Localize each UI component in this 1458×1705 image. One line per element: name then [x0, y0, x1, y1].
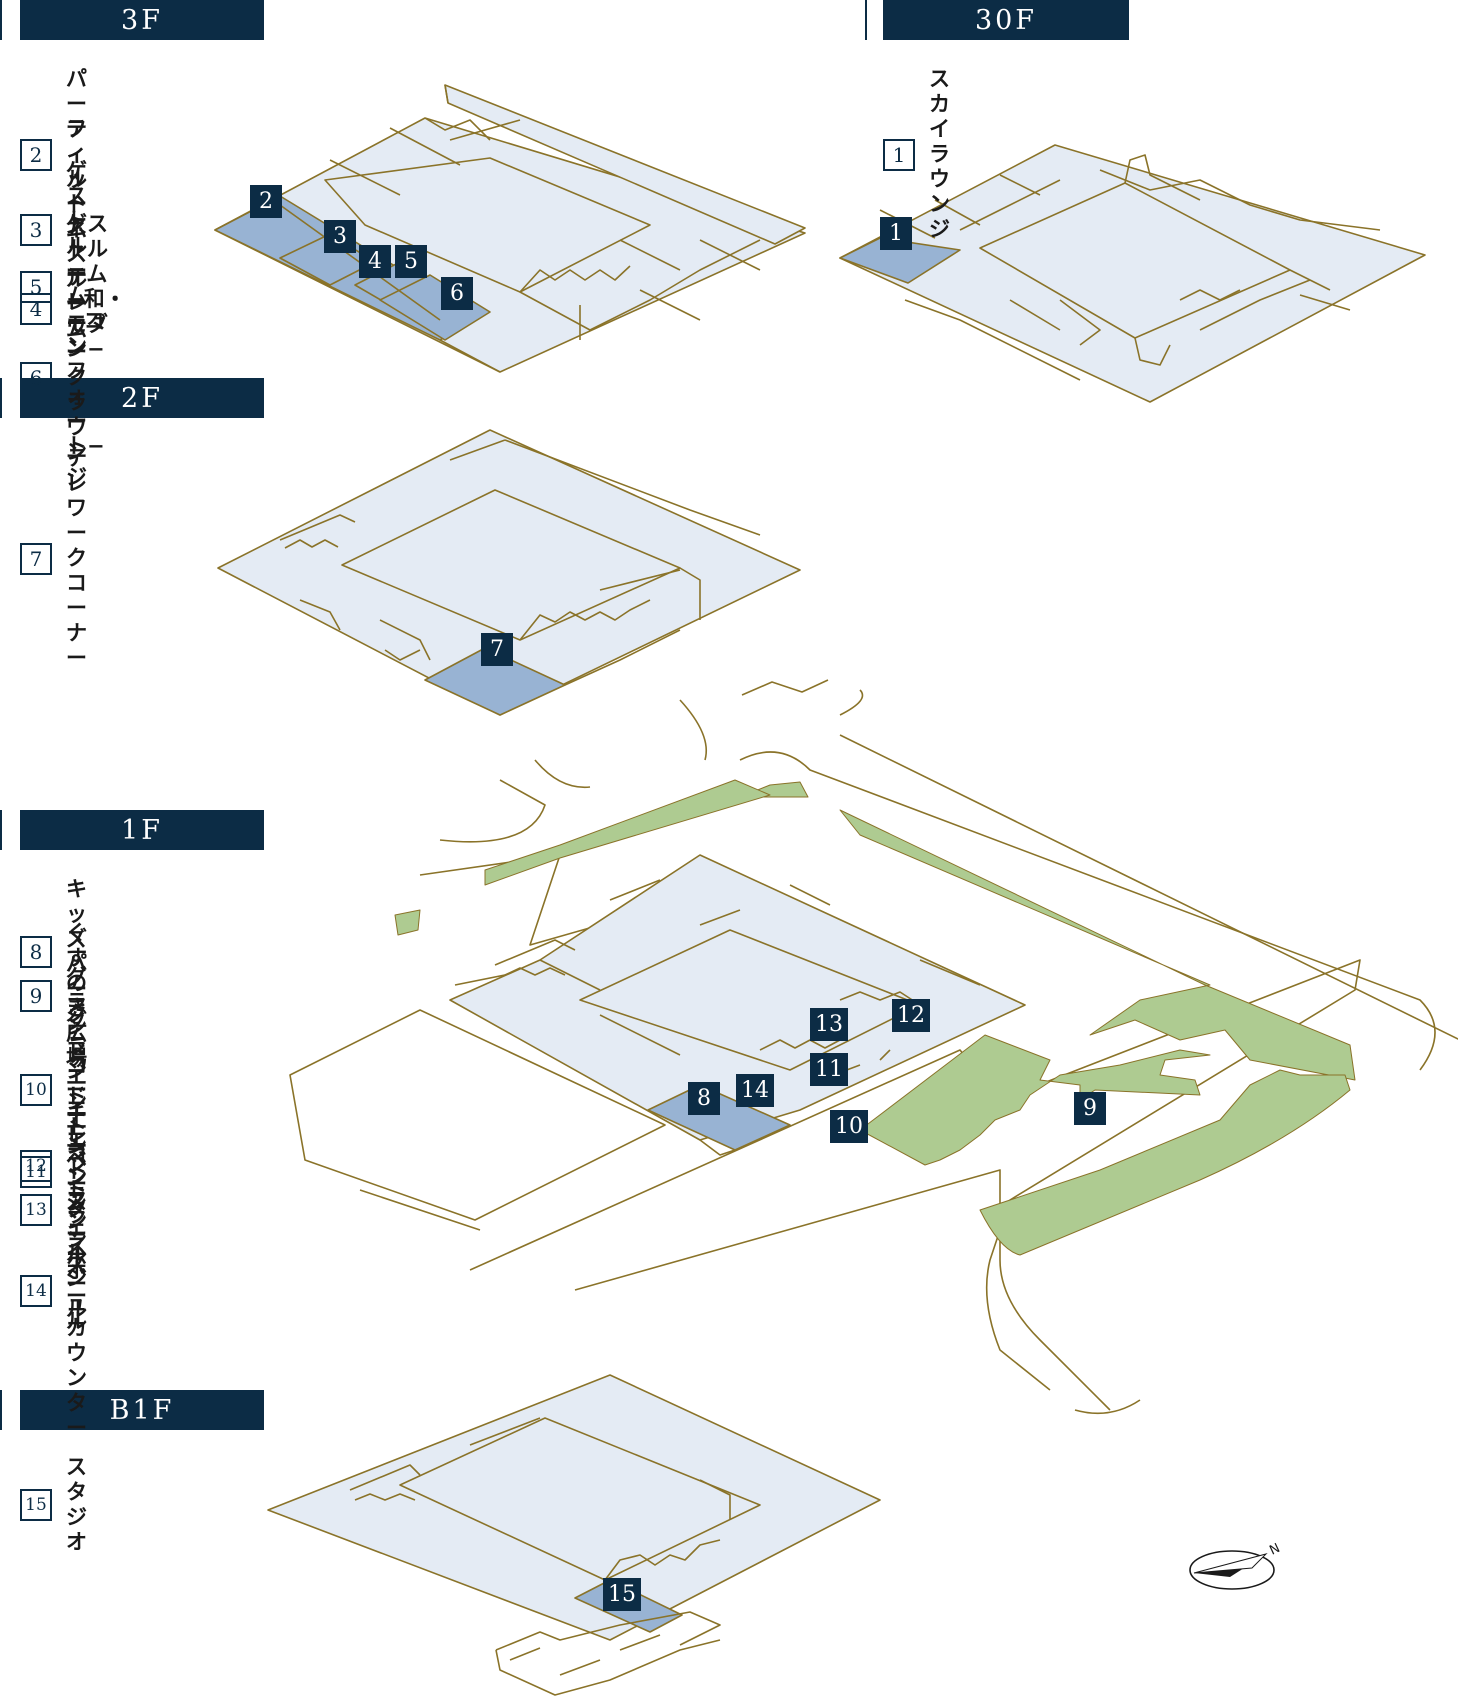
legend-label: スカイラウンジ [929, 67, 950, 241]
map-pin-10[interactable]: 10 [830, 1110, 868, 1143]
legend-label: グランドエントランス [66, 965, 87, 1214]
legend-label: エレベーターホール [66, 1097, 87, 1321]
legend-label: キッズパーク [66, 877, 87, 1026]
floor-1f-site [289, 679, 1458, 1415]
floor-1f-label: 1F [121, 814, 163, 846]
floor-1f-greenery [394, 779, 1356, 1256]
floor-30f-rule [865, 0, 867, 40]
legend-number: 3 [20, 213, 52, 246]
legend-item[interactable]: 5 ゲストルーム −和・モダン− [20, 212, 126, 362]
floor-2f-plan [217, 429, 801, 716]
compass-icon: N [1189, 1541, 1283, 1590]
legend-number: 14 [20, 1275, 52, 1307]
map-pin-11[interactable]: 11 [810, 1053, 848, 1086]
floor-3f-plan [214, 84, 806, 373]
map-pin-1[interactable]: 1 [880, 217, 912, 250]
legend-label: スタジオ [66, 1455, 87, 1554]
legend-item[interactable]: 8 キッズパーク [20, 877, 87, 1027]
legend-item[interactable]: 7 テレワークコーナー [20, 446, 87, 671]
legend-number: 15 [20, 1489, 52, 1521]
legend-item[interactable]: 4 ゲストルーム −コンフォート− [20, 159, 105, 459]
map-pin-9[interactable]: 9 [1074, 1092, 1106, 1125]
map-pin-8[interactable]: 8 [688, 1082, 720, 1115]
floor-3f-label: 3F [121, 4, 163, 36]
legend-number: 7 [20, 542, 52, 575]
floor-30f-label: 30F [974, 4, 1038, 36]
legend-number: 2 [20, 138, 52, 171]
map-pin-5[interactable]: 5 [395, 245, 427, 278]
map-pin-2[interactable]: 2 [250, 185, 282, 218]
legend-number: 8 [20, 936, 52, 968]
legend-item[interactable]: 11 グランドエントランスホール [20, 1009, 87, 1334]
legend-number: 9 [20, 980, 52, 1012]
floor-2f-label: 2F [121, 382, 163, 414]
map-pin-6[interactable]: 6 [441, 277, 473, 310]
legend-label: テレワークコーナー [66, 446, 87, 670]
legend-item[interactable]: 12 コーチエントランス [20, 1053, 87, 1278]
map-pin-14[interactable]: 14 [736, 1074, 774, 1107]
legend-item[interactable]: 9 くすのき広場 [20, 921, 87, 1071]
floor-b1f-label: B1F [109, 1394, 175, 1426]
floor-2f-tag: 2F [20, 378, 264, 418]
floor-b1f-rule [0, 1390, 2, 1430]
legend-label: くすのき広場 [66, 921, 87, 1070]
legend-number: 12 [20, 1149, 52, 1182]
legend-label: グランドエントランスホール [66, 1009, 87, 1333]
map-pin-12[interactable]: 12 [892, 999, 930, 1032]
legend-label: コンシェルジュカウンター [66, 1141, 87, 1440]
floor-30f-tag: 30F [883, 0, 1129, 40]
legend-item[interactable]: 13 エレベーターホール [20, 1097, 87, 1322]
legend-item[interactable]: 15 スタジオ [20, 1455, 87, 1555]
legend-item[interactable]: 10 グランドエントランス [20, 965, 87, 1215]
floor-1f-rule [0, 810, 2, 850]
floor-b1f-plan [267, 1374, 881, 1696]
compass-north-letter: N [1267, 1541, 1282, 1559]
legend-number: 1 [883, 138, 915, 171]
map-pin-15[interactable]: 15 [603, 1578, 641, 1611]
legend-label: ゲストルーム −和・モダン− [66, 212, 126, 361]
legend-label: フィットネスルーム [66, 117, 87, 341]
floor-b1f-tag: B1F [20, 1390, 264, 1430]
legend-number: 4 [20, 293, 52, 325]
legend-item[interactable]: 2 パーティルーム [20, 67, 87, 242]
legend-item[interactable]: 1 スカイラウンジ [883, 67, 950, 242]
map-pin-7[interactable]: 7 [481, 633, 513, 666]
floor-2f-rule [0, 378, 2, 418]
floor-3f-tag: 3F [20, 0, 264, 40]
floor-1f-tag: 1F [20, 810, 264, 850]
map-pin-3[interactable]: 3 [324, 220, 356, 253]
floor-3f-rule [0, 0, 2, 40]
floor-30f-plan [839, 144, 1426, 403]
legend-number: 6 [20, 361, 52, 394]
legend-number: 10 [20, 1074, 52, 1106]
legend-label: コーチエントランス [66, 1053, 87, 1277]
legend-item[interactable]: 6 テレワーク ラウンジ [20, 265, 87, 490]
map-pin-4[interactable]: 4 [359, 245, 391, 278]
legend-label: テレワーク ラウンジ [66, 265, 87, 489]
legend-number: 13 [20, 1193, 52, 1226]
legend-item[interactable]: 3 フィットネスルーム [20, 117, 87, 342]
legend-item[interactable]: 14 コンシェルジュカウンター [20, 1141, 87, 1441]
legend-number: 5 [20, 271, 52, 303]
legend-label: パーティルーム [66, 67, 87, 241]
map-pin-13[interactable]: 13 [810, 1008, 848, 1041]
legend-label: ゲストルーム −コンフォート− [66, 159, 105, 458]
